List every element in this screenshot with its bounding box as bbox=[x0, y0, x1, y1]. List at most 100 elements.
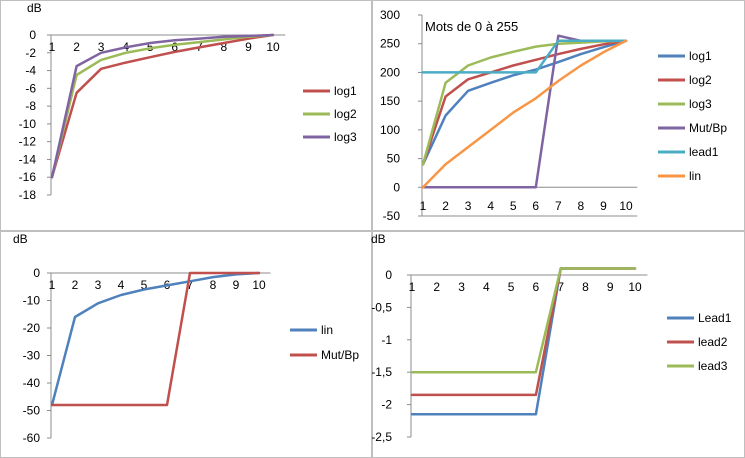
chart3-x-tick-label: 8 bbox=[210, 278, 217, 292]
chart4-x-tick-label: 10 bbox=[628, 280, 642, 294]
chart1-y-tick-label: -6 bbox=[25, 81, 36, 95]
chart4-x-tick-label: 9 bbox=[607, 280, 614, 294]
chart4-x-tick-label: 3 bbox=[458, 280, 465, 294]
chart4-x-tick-label: 1 bbox=[409, 280, 416, 294]
chart3-y-tick-label: 0 bbox=[33, 266, 40, 280]
chart3-legend-label: Mut/Bp bbox=[321, 348, 359, 362]
chart1-y-axis-label: dB bbox=[27, 1, 42, 15]
chart4-legend-label: lead2 bbox=[698, 335, 728, 349]
chart1-legend-label: log2 bbox=[334, 107, 357, 121]
chart1-x-tick-label: 5 bbox=[147, 40, 154, 54]
chart2-legend-label: log1 bbox=[689, 49, 712, 63]
chart2-x-tick-label: 6 bbox=[532, 199, 539, 213]
chart4-x-tick-label: 2 bbox=[433, 280, 440, 294]
chart2-y-tick-label: 0 bbox=[393, 180, 400, 194]
chart3-y-tick-label: -50 bbox=[23, 404, 41, 418]
chart4-y-tick-label: -1,5 bbox=[371, 365, 392, 379]
chart2-x-tick-label: 1 bbox=[420, 199, 427, 213]
chart2-x-tick-label: 5 bbox=[510, 199, 517, 213]
chart3-x-tick-label: 7 bbox=[187, 278, 194, 292]
chart4-y-tick-label: 0 bbox=[385, 268, 392, 282]
chart3-y-tick-label: -20 bbox=[23, 321, 41, 335]
chart2-series-line-log2 bbox=[421, 39, 628, 166]
chart4-legend-label: Lead1 bbox=[698, 311, 732, 325]
chart2-y-tick-label: -50 bbox=[383, 209, 401, 223]
chart4-y-tick-label: -0,5 bbox=[371, 300, 392, 314]
chart2-series-line-log1 bbox=[421, 39, 628, 166]
chart1-y-tick-label: -4 bbox=[25, 64, 36, 78]
chart1-x-tick-label: 3 bbox=[98, 40, 105, 54]
chart3-y-tick-label: -60 bbox=[23, 431, 41, 445]
chart2-legend-label: log3 bbox=[689, 97, 712, 111]
chart1-legend-label: log3 bbox=[334, 130, 357, 144]
chart3-series-line-mut-bp bbox=[50, 271, 261, 407]
chart4-series-line-lead3 bbox=[410, 267, 637, 374]
chart2-y-tick-label: 100 bbox=[380, 123, 400, 137]
chart2-legend-label: log2 bbox=[689, 73, 712, 87]
chart1-y-tick-label: -2 bbox=[25, 46, 36, 60]
chart1-x-tick-label: 2 bbox=[73, 40, 80, 54]
chart3-y-tick-label: -10 bbox=[23, 294, 41, 308]
chart1-y-tick-label: -12 bbox=[19, 135, 37, 149]
chart4-x-tick-label: 8 bbox=[582, 280, 589, 294]
chart1-y-tick-label: -16 bbox=[19, 170, 37, 184]
chart2-x-tick-label: 3 bbox=[465, 199, 472, 213]
chart2-x-tick-label: 7 bbox=[555, 199, 562, 213]
chart3-y-axis-label: dB bbox=[13, 232, 28, 246]
chart3-x-tick-label: 10 bbox=[252, 278, 266, 292]
chart4-y-tick-label: -2 bbox=[381, 398, 392, 412]
chart2-y-tick-label: 50 bbox=[387, 152, 401, 166]
chart2-y-tick-label: 150 bbox=[380, 94, 400, 108]
chart1-series-line-log2 bbox=[50, 33, 275, 179]
chart2-series-line-lin bbox=[421, 39, 628, 189]
chart1-series-line-log1 bbox=[50, 33, 275, 179]
chart1-y-tick-label: -10 bbox=[19, 117, 37, 131]
chart2-legend-label: lin bbox=[689, 169, 701, 183]
chart1-y-tick-label: -18 bbox=[19, 188, 37, 202]
chart2-series-line-log3 bbox=[421, 39, 628, 166]
chart2-y-tick-label: 300 bbox=[380, 8, 400, 22]
chart2-series-line-mut-bp bbox=[421, 34, 628, 189]
chart2-legend-label: lead1 bbox=[689, 145, 719, 159]
chart3-x-tick-label: 9 bbox=[233, 278, 240, 292]
chart1-y-tick-label: 0 bbox=[29, 28, 36, 42]
chart4-y-tick-label: -2,5 bbox=[371, 430, 392, 444]
chart1-x-tick-label: 1 bbox=[49, 40, 56, 54]
chart2-x-tick-label: 4 bbox=[487, 199, 494, 213]
chart4-series-line-lead1 bbox=[410, 267, 637, 416]
chart2-y-tick-label: 200 bbox=[380, 65, 400, 79]
chart3-x-tick-label: 2 bbox=[72, 278, 79, 292]
chart3-legend-label: lin bbox=[321, 323, 333, 337]
chart2-x-tick-label: 10 bbox=[619, 199, 633, 213]
chart2-series-line-lead1 bbox=[421, 39, 628, 74]
chart3-x-tick-label: 1 bbox=[49, 278, 56, 292]
chart1-y-tick-label: -8 bbox=[25, 99, 36, 113]
chart4-x-tick-label: 4 bbox=[483, 280, 490, 294]
chart1-x-tick-label: 9 bbox=[245, 40, 252, 54]
chart3-y-tick-label: -30 bbox=[23, 349, 41, 363]
chart3-x-tick-label: 5 bbox=[141, 278, 148, 292]
chart2-x-tick-label: 2 bbox=[442, 199, 449, 213]
chart2-legend-label: Mut/Bp bbox=[689, 121, 727, 135]
chart2-title: Mots de 0 à 255 bbox=[425, 19, 518, 34]
chart4-series-line-lead2 bbox=[410, 267, 637, 397]
chart1-y-tick-label: -14 bbox=[19, 152, 37, 166]
chart4-x-tick-label: 5 bbox=[508, 280, 515, 294]
chart3-x-tick-label: 3 bbox=[95, 278, 102, 292]
chart4-y-tick-label: -1 bbox=[381, 333, 392, 347]
chart1-x-tick-label: 8 bbox=[221, 40, 228, 54]
chart1-x-tick-label: 6 bbox=[171, 40, 178, 54]
chart4-legend-label: lead3 bbox=[698, 359, 728, 373]
chart2-x-tick-label: 9 bbox=[600, 199, 607, 213]
chart3-y-tick-label: -40 bbox=[23, 376, 41, 390]
chart4-x-tick-label: 6 bbox=[533, 280, 540, 294]
chart3-x-tick-label: 4 bbox=[118, 278, 125, 292]
chart-panel-bottom-right bbox=[372, 231, 745, 458]
chart4-y-axis-label: dB bbox=[371, 232, 386, 246]
chart2-x-tick-label: 8 bbox=[578, 199, 585, 213]
chart1-series-line-log3 bbox=[50, 33, 275, 179]
chart3-series-line-lin bbox=[50, 271, 261, 407]
chart4-x-tick-label: 7 bbox=[557, 280, 564, 294]
chart1-legend-label: log1 bbox=[334, 84, 357, 98]
